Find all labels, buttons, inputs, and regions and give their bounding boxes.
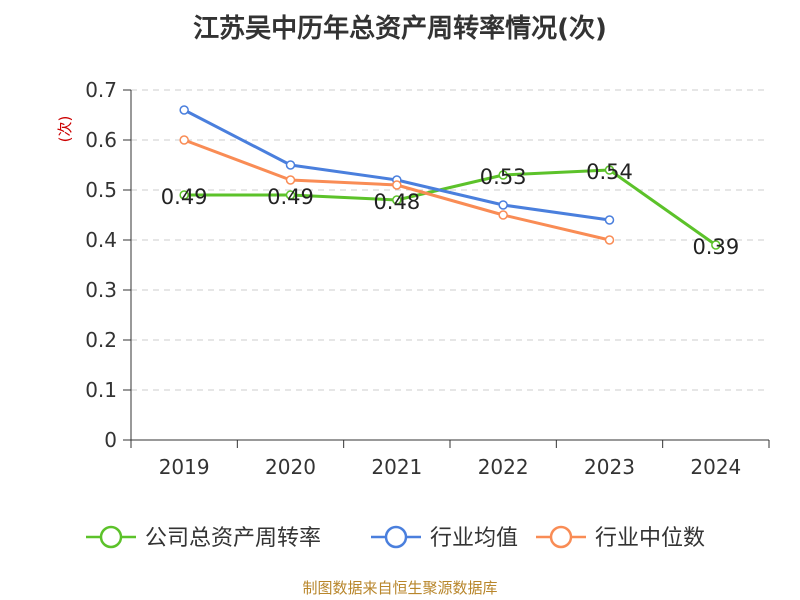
legend-marker (99, 525, 123, 549)
x-tick-label: 2020 (265, 455, 316, 479)
data-point (604, 165, 615, 175)
data-labels: 0.49 0.49 0.48 0.53 0.54 0.39 (161, 160, 739, 259)
data-point (498, 200, 508, 210)
data-point (285, 160, 296, 170)
legend-marker (549, 525, 573, 549)
data-label: 0.49 (161, 185, 208, 209)
data-point (285, 175, 296, 185)
y-tick-label: 0.3 (85, 278, 117, 302)
y-tick-label: 0.7 (85, 78, 117, 102)
data-point (179, 135, 189, 145)
y-tick-label: 0 (104, 428, 117, 452)
data-point (604, 215, 615, 225)
y-tick-label: 0.2 (85, 328, 117, 352)
legend-label: 行业中位数 (595, 526, 705, 551)
data-point (179, 190, 189, 200)
x-tick-label: 2022 (478, 455, 529, 479)
legend: 公司总资产周转率 行业均值 行业中位数 (86, 525, 705, 551)
data-point (392, 180, 402, 190)
legend-label: 公司总资产周转率 (145, 526, 321, 551)
data-point (498, 170, 508, 180)
grid-lines (131, 89, 769, 391)
chart-title: 江苏吴中历年总资产周转率情况(次) (193, 14, 607, 44)
y-tick-labels: 0 0.1 0.2 0.3 0.4 0.5 0.6 0.7 (85, 78, 117, 452)
x-tick-label: 2019 (159, 455, 210, 479)
source-footer: 制图数据来自恒生聚源数据库 (302, 579, 498, 597)
y-tick-label: 0.4 (85, 228, 117, 252)
legend-item[interactable]: 行业中位数 (536, 525, 705, 551)
data-point (604, 235, 615, 245)
data-point (711, 240, 721, 250)
series-line (184, 168, 717, 247)
series-lines (179, 105, 721, 250)
data-point (498, 210, 508, 220)
data-label: 0.39 (692, 235, 739, 259)
x-tick-label: 2024 (690, 455, 741, 479)
legend-label: 行业均值 (430, 526, 518, 551)
data-label: 0.54 (586, 160, 633, 184)
y-tick-label: 0.5 (85, 178, 117, 202)
legend-marker (384, 525, 408, 549)
data-point (285, 190, 296, 200)
legend-item[interactable]: 公司总资产周转率 (86, 525, 321, 551)
x-tick-labels: 2019 2020 2021 2022 2023 2024 (159, 455, 742, 479)
data-point (392, 195, 402, 205)
y-tick-label: 0.1 (85, 378, 117, 402)
x-tick-label: 2021 (371, 455, 422, 479)
y-tick-label: 0.6 (85, 128, 117, 152)
data-label: 0.48 (373, 190, 420, 214)
data-label: 0.49 (267, 185, 314, 209)
y-axis-label: (次) (56, 116, 74, 143)
legend-item[interactable]: 行业均值 (371, 525, 518, 551)
x-tick-label: 2023 (584, 455, 635, 479)
data-label: 0.53 (480, 165, 527, 189)
axes: (次) (56, 89, 770, 448)
data-point (179, 105, 189, 115)
